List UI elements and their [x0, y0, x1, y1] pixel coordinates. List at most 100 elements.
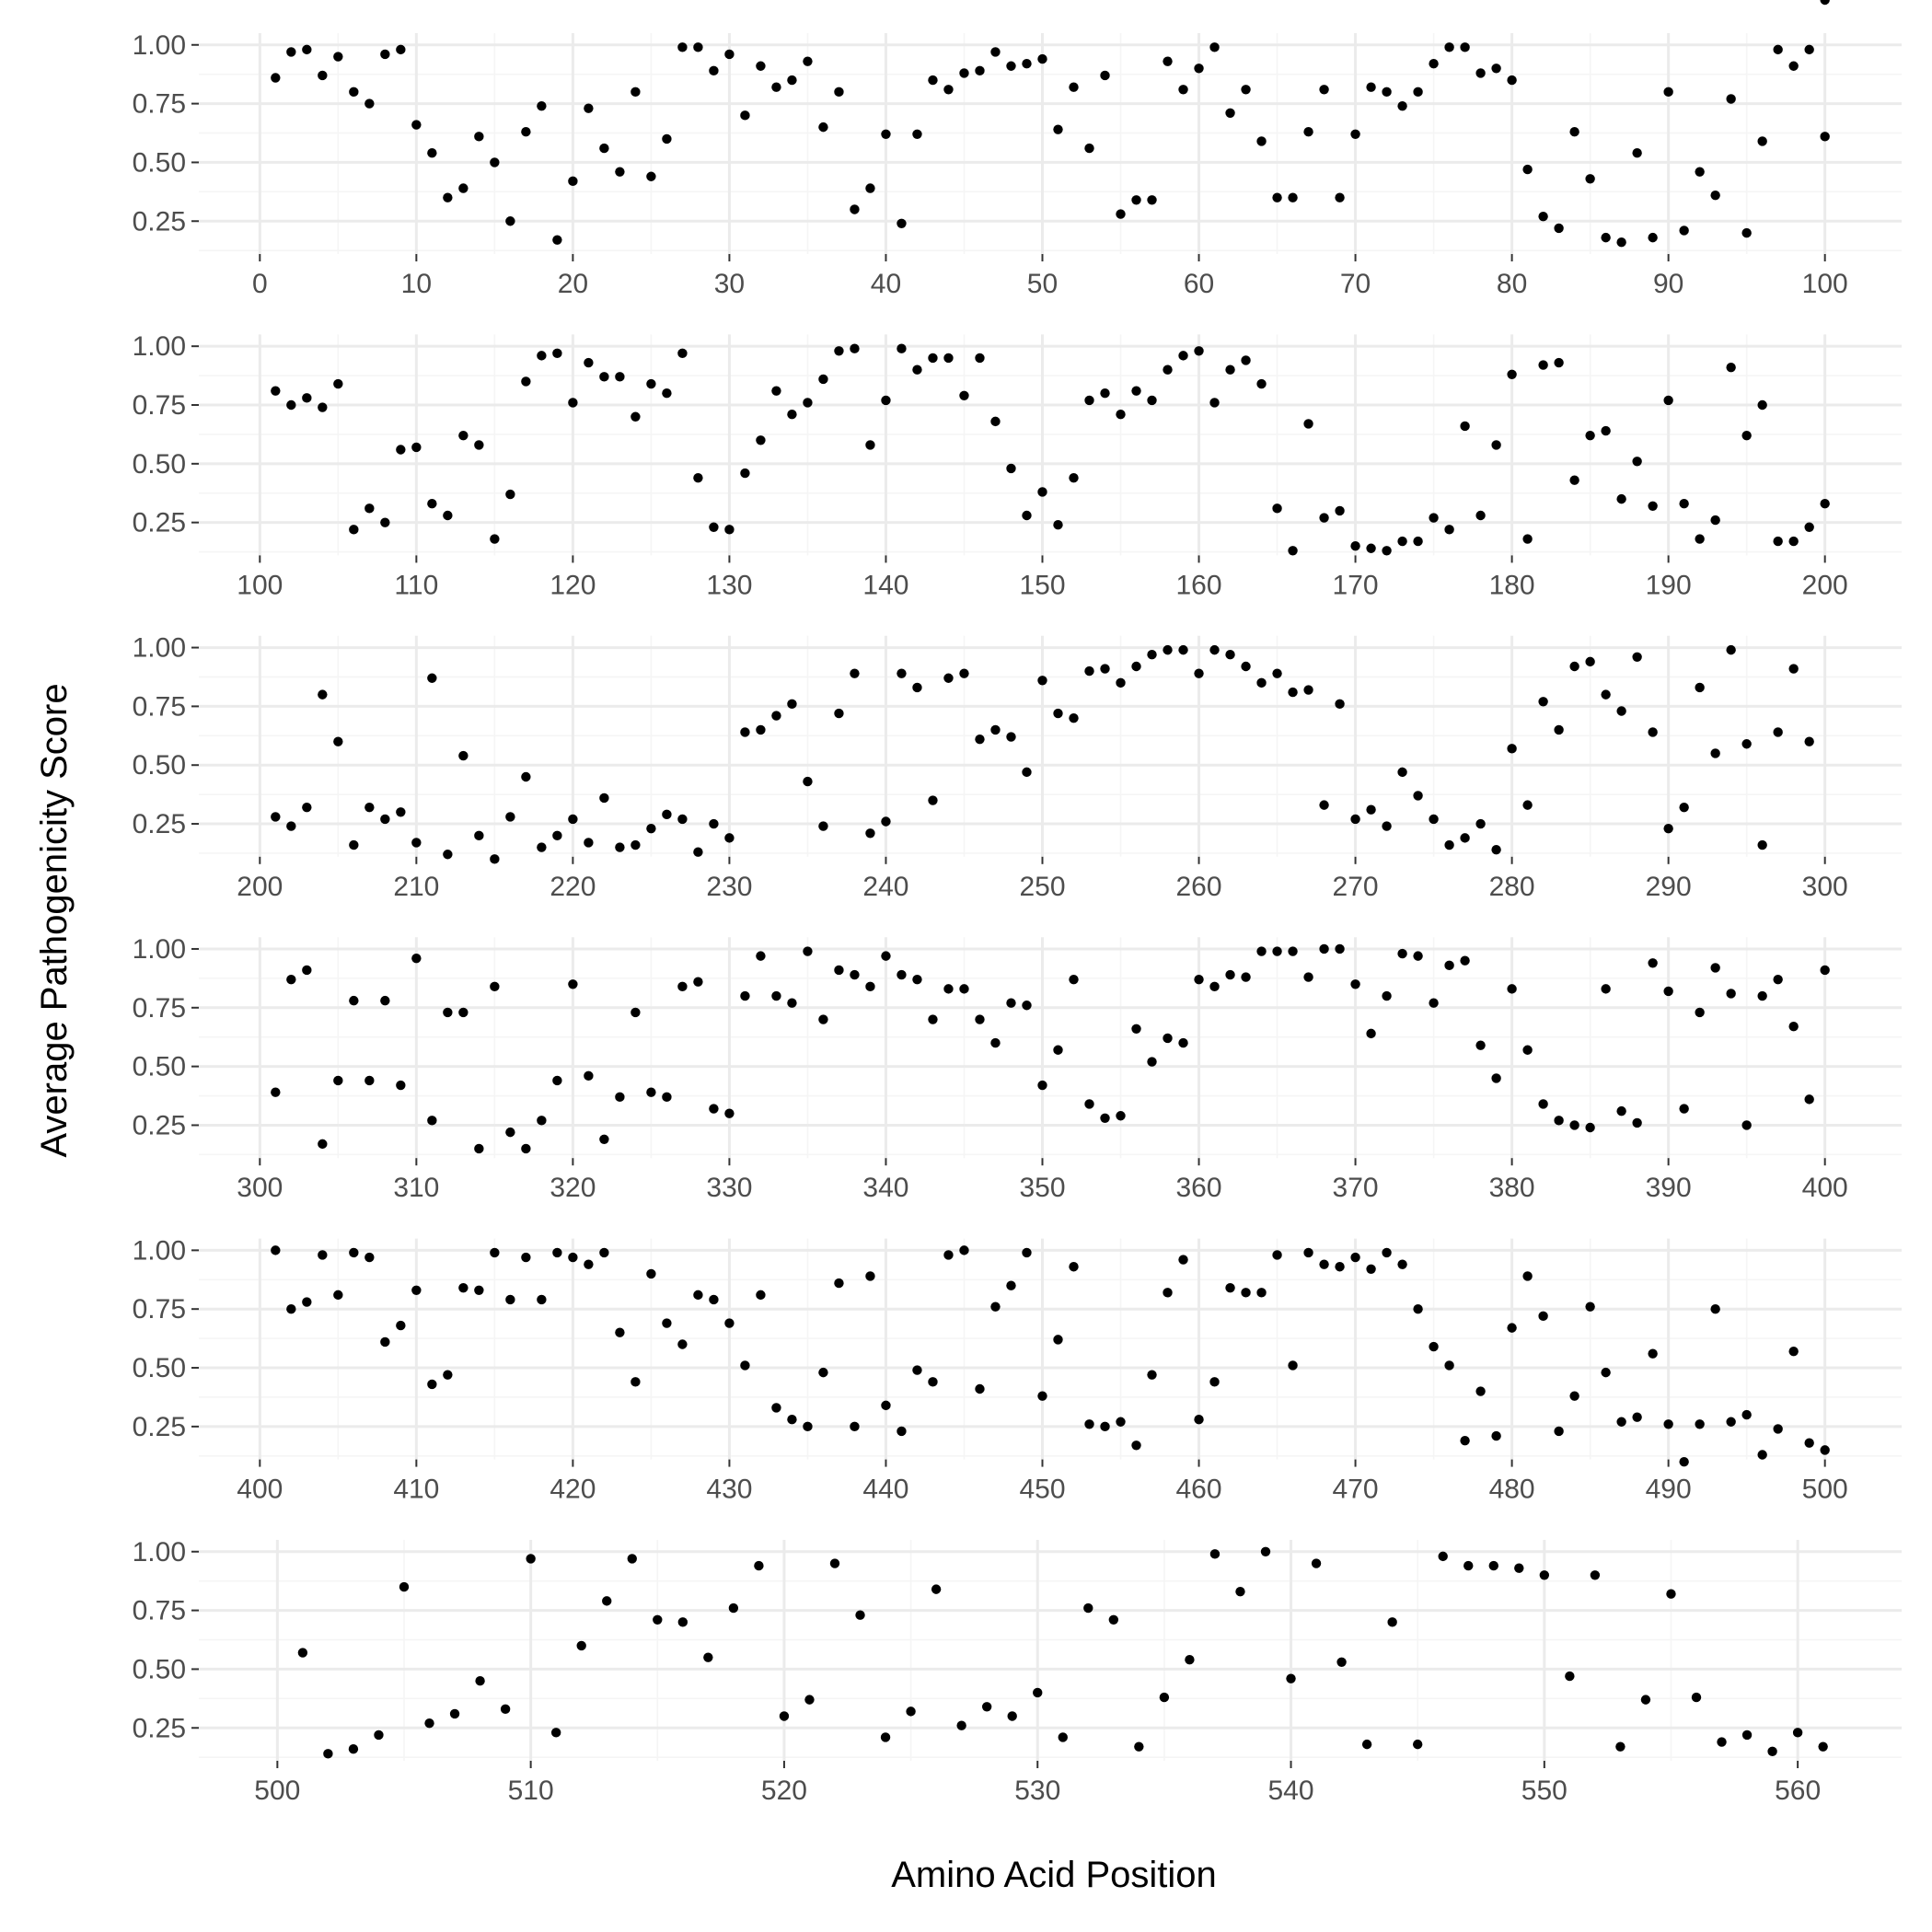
data-point	[693, 1290, 703, 1301]
data-point	[271, 1087, 281, 1097]
data-point	[631, 87, 641, 98]
data-point	[1569, 475, 1579, 485]
data-point	[1429, 814, 1439, 825]
data-point	[411, 838, 422, 848]
data-point	[1741, 1730, 1753, 1741]
data-point	[1463, 1560, 1474, 1571]
panel-4: 0.25 0.50 0.75 1.00 300 310 320 330 340 350 360 370…	[133, 934, 1902, 1203]
data-point	[1387, 1617, 1397, 1627]
data-point	[1444, 42, 1454, 52]
data-point	[1601, 984, 1611, 994]
data-point	[1053, 708, 1063, 719]
data-point	[1311, 1558, 1322, 1568]
data-point	[1006, 1280, 1016, 1290]
data-point	[662, 388, 672, 399]
data-point	[615, 167, 625, 177]
data-point	[333, 52, 343, 62]
data-point	[803, 398, 813, 408]
data-point	[928, 1377, 938, 1387]
data-point	[1159, 1692, 1170, 1703]
data-point	[1069, 1262, 1079, 1272]
data-point	[1538, 1311, 1548, 1322]
data-point	[834, 87, 844, 98]
data-point	[1319, 800, 1329, 810]
data-point	[615, 372, 625, 382]
data-point	[1178, 1037, 1188, 1048]
data-point	[1615, 1741, 1625, 1752]
data-point	[1554, 223, 1564, 234]
panel-background	[199, 1540, 1902, 1761]
data-point	[1590, 1570, 1601, 1580]
data-point	[1163, 364, 1173, 375]
data-point	[286, 399, 296, 411]
data-point	[1178, 644, 1188, 655]
data-point	[537, 351, 547, 361]
data-point	[1820, 0, 1830, 6]
data-point	[396, 1320, 406, 1331]
data-point	[818, 121, 828, 133]
data-point	[1053, 124, 1063, 134]
x-tick-label: 200	[237, 872, 283, 902]
data-point	[754, 1560, 764, 1571]
data-point	[1053, 1045, 1063, 1055]
data-point	[1679, 1104, 1689, 1114]
data-point	[1726, 989, 1736, 999]
data-point	[1022, 1001, 1032, 1011]
data-point	[1069, 712, 1079, 723]
data-point	[1726, 1417, 1736, 1427]
data-point	[458, 430, 469, 441]
data-point	[912, 364, 922, 375]
data-point	[286, 47, 296, 57]
data-point	[906, 1706, 916, 1717]
data-point	[1163, 1033, 1173, 1044]
data-point	[399, 1581, 410, 1592]
data-point	[1460, 421, 1470, 432]
data-point	[959, 668, 969, 678]
data-point	[302, 802, 312, 813]
data-point	[1632, 652, 1642, 662]
data-point	[1569, 1120, 1579, 1130]
data-point	[427, 148, 437, 158]
y-tick-label: 0.25	[133, 508, 186, 538]
data-point	[1209, 1377, 1220, 1387]
data-point	[1616, 237, 1626, 248]
data-point	[599, 372, 609, 382]
data-point	[615, 1092, 625, 1103]
data-point	[349, 995, 359, 1006]
data-point	[1100, 70, 1110, 81]
data-point	[427, 499, 437, 509]
data-point	[850, 1421, 860, 1432]
data-point	[599, 143, 609, 154]
data-point	[1741, 227, 1752, 238]
data-point	[1319, 513, 1329, 523]
data-point	[1006, 998, 1016, 1008]
data-point	[1460, 1435, 1470, 1446]
data-point	[1209, 981, 1220, 992]
data-point	[1632, 1117, 1642, 1128]
x-tick-label: 220	[550, 872, 596, 902]
data-point	[724, 1318, 735, 1328]
data-point	[349, 525, 359, 535]
data-point	[1820, 965, 1830, 976]
data-point	[333, 736, 343, 746]
data-point	[500, 1704, 511, 1715]
data-point	[521, 771, 531, 782]
data-point	[1522, 800, 1533, 810]
data-point	[552, 1247, 562, 1258]
data-point	[740, 990, 750, 1001]
y-tick-label: 0.75	[133, 390, 186, 421]
data-point	[1235, 1586, 1245, 1597]
data-point	[1491, 844, 1501, 855]
data-point	[1741, 430, 1752, 441]
data-point	[1335, 192, 1345, 202]
data-point	[584, 103, 594, 113]
data-point	[490, 1247, 500, 1258]
data-point	[427, 1116, 437, 1126]
data-point	[396, 445, 406, 455]
data-point	[411, 442, 422, 453]
data-point	[271, 386, 281, 396]
data-point	[1194, 668, 1204, 678]
data-point	[631, 1007, 641, 1018]
data-point	[653, 1614, 663, 1625]
data-point	[1108, 1614, 1119, 1625]
